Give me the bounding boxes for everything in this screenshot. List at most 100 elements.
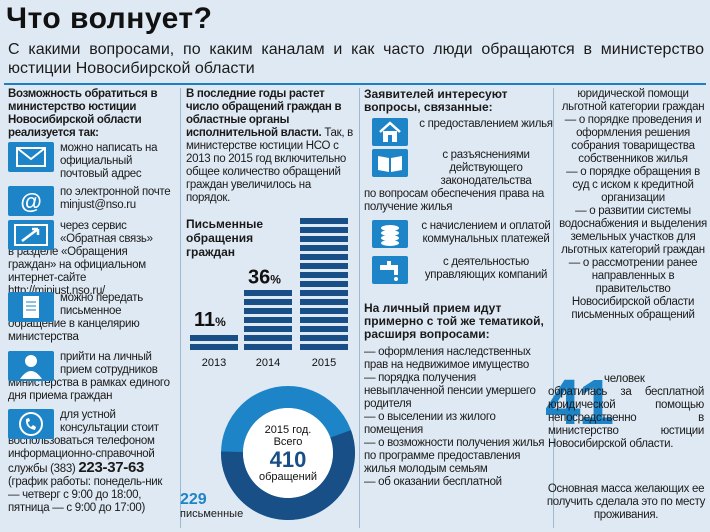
list-item: — порядка получения невыплаченной пенсии… [364, 372, 536, 410]
email-address: minjust@nso.ru [60, 199, 136, 211]
column-divider [359, 88, 360, 528]
topics-continued-list: юридической помощи льготной категории гр… [558, 88, 708, 322]
at-sign-icon: @ [8, 186, 54, 216]
donut-total-caption: Всего [274, 436, 303, 448]
topic-housing: с предоставлением жилья [364, 118, 554, 146]
topic-utilities: с начислением и оплатой коммунальных пла… [364, 220, 554, 248]
channel-office: можно передать письменное обращение в ка… [8, 292, 176, 344]
bar-segment [300, 290, 348, 296]
channel-office-text: можно передать письменное [60, 292, 143, 317]
bar-segment [244, 344, 292, 350]
topic-utilities-text: с начислением и оплатой коммунальных пла… [421, 220, 551, 245]
channel-mail: можно написать на официальный почтовый а… [8, 142, 176, 181]
channel-feedback: через сервис «Обратная связь» в разделе … [8, 220, 176, 298]
bar-2013 [190, 335, 238, 350]
page-title: Что волнует? [6, 2, 213, 35]
reception-list: — оформления наследственных прав на недв… [364, 346, 554, 489]
reception-heading: На личный прием идут примерно с той же т… [364, 301, 544, 341]
list-item: юридической помощи льготной категории гр… [561, 88, 705, 113]
bar-segment [300, 236, 348, 242]
coins-icon [372, 220, 408, 248]
bar-2015 [300, 218, 348, 350]
house-icon [372, 118, 408, 146]
donut-year-label: 2015 год. [265, 424, 312, 436]
bar-segment [244, 335, 292, 341]
channel-email: @ по электронной почте minjust@nso.ru [8, 186, 176, 216]
big-number-text: человек обратилась за бесплатной юридиче… [548, 373, 704, 451]
arrow-cursor-icon [8, 220, 54, 250]
paper-icon [8, 292, 54, 322]
channel-phone-text: для устной консультации стоит [60, 409, 159, 434]
bar-segment [300, 227, 348, 233]
bar-segment [300, 254, 348, 260]
channel-mail-text: можно написать на официальный почтовый а… [60, 142, 158, 180]
chart-title: Письменные обращения граждан [186, 217, 264, 259]
growth-intro-rest: Так, в министерстве юстиции НСО с 2013 п… [186, 127, 353, 204]
column-divider [553, 88, 554, 528]
donut-hole [243, 408, 333, 498]
channel-feedback-text: через сервис «Обратная связь» [60, 220, 153, 245]
header-rule [4, 83, 706, 85]
channel-phone: для устной консультации стоит воспользов… [8, 409, 176, 515]
bar-2014 [244, 290, 292, 350]
bar-segment [244, 308, 292, 314]
bar-segment [300, 263, 348, 269]
big-number: 41 [545, 366, 614, 438]
donut-total-value: 410 [270, 447, 307, 472]
channel-email-text: по электронной почте [60, 186, 171, 198]
topic-management: с деятельностью управляющих компаний [364, 256, 554, 284]
topic-law-text: с разъяснениями действующего законодател… [440, 149, 532, 187]
list-item: — о возможности получения жилья по прогр… [364, 437, 545, 475]
list-item: — о порядке проведения и оформления реше… [564, 114, 702, 165]
list-item: — о порядке обращения в суд с иском к кр… [566, 166, 700, 204]
topic-law-extra: по вопросам обеспечения права на получен… [364, 188, 545, 213]
bar-segment [244, 317, 292, 323]
envelope-icon [8, 142, 54, 172]
written-label: письменные [180, 508, 244, 520]
list-item: — о рассмотрении ранее направленных в пр… [568, 257, 698, 321]
phone-number: 223-37-63 [78, 459, 145, 476]
bar-segment [300, 326, 348, 332]
channel-reception: прийти на личный прием сотрудников минис… [8, 351, 176, 403]
list-item: — о развитии системы водоснабжения и выд… [559, 205, 707, 256]
page-subtitle: С какими вопросами, по каким каналам и к… [8, 41, 704, 77]
growth-intro-bold: В последние годы растет число обращений … [186, 88, 342, 139]
channel-feedback-extra: в разделе «Обращения граждан» на официал… [8, 246, 146, 297]
written-count: 229 [180, 491, 207, 508]
book-icon [372, 149, 408, 177]
growth-intro: В последние годы растет число обращений … [186, 88, 354, 205]
x-tick-label: 2014 [256, 357, 280, 369]
topics-heading: Заявителей интересуют вопросы, связанные… [364, 87, 508, 114]
svg-text:@: @ [20, 189, 41, 214]
person-icon [8, 351, 54, 381]
channel-phone-extra-line: воспользоваться телефоном информационно-… [8, 435, 176, 476]
list-item: — о выселении из жилого помещения [364, 411, 496, 436]
column-divider [180, 88, 181, 528]
channels-intro: Возможность обратиться в министерство юс… [8, 88, 158, 139]
topic-housing-text: с предоставлением жилья [419, 118, 553, 130]
topic-law: с разъяснениями действующего законодател… [364, 149, 554, 214]
bar-segment [244, 290, 292, 296]
bar-segment [300, 308, 348, 314]
list-item: — об оказании бесплатной [364, 476, 502, 488]
bar-segment [300, 245, 348, 251]
donut-total-label: обращений [259, 471, 317, 483]
bar-segment [244, 326, 292, 332]
bar-segment [300, 218, 348, 224]
topic-management-text: с деятельностью управляющих компаний [424, 256, 548, 281]
bar-segment [300, 281, 348, 287]
bar-segment [300, 335, 348, 341]
bar-segment [300, 299, 348, 305]
bar-segment [300, 344, 348, 350]
bar-segment [244, 299, 292, 305]
faucet-icon [372, 256, 408, 284]
x-tick-label: 2015 [312, 357, 336, 369]
bar-segment [190, 344, 238, 350]
bottom-note: Основная масса желающих ее получить сдел… [546, 483, 706, 521]
x-tick-label: 2013 [202, 357, 226, 369]
bar-value-label: 36% [248, 266, 281, 288]
phone-icon [8, 409, 54, 439]
phone-schedule: (график работы: понедель-ник — четверг с… [8, 476, 163, 514]
big-number-description: человек обратилась за бесплатной юридиче… [548, 373, 704, 450]
